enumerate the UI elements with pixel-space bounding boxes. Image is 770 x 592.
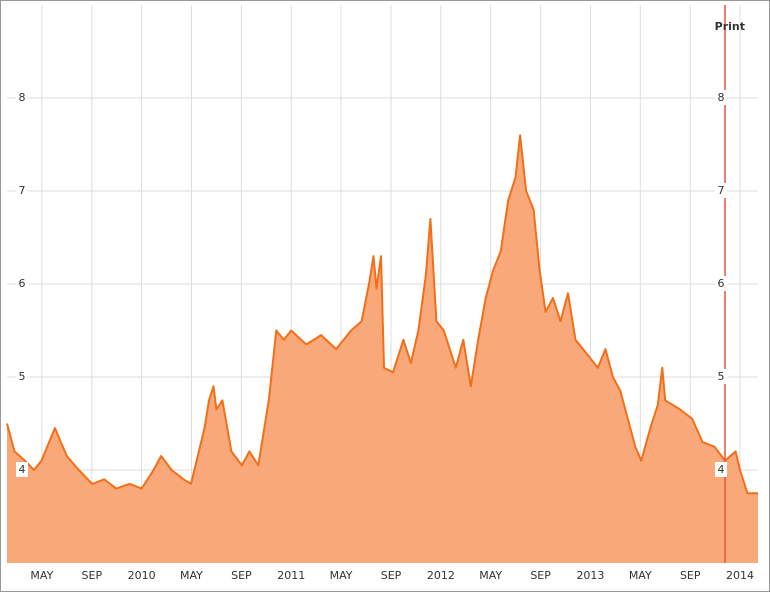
x-tick-label: MAY [479, 569, 502, 582]
x-tick-label: 2012 [427, 569, 455, 582]
x-tick-label: MAY [330, 569, 353, 582]
x-tick-label: MAY [30, 569, 53, 582]
y-tick-bg [16, 369, 28, 384]
y-tick-bg [16, 90, 28, 105]
y-tick-label: 8 [19, 91, 26, 104]
plot [6, 134, 758, 563]
y-tick-label: 7 [19, 184, 26, 197]
x-tick-label: 2013 [576, 569, 604, 582]
y-tick-bg [715, 369, 727, 384]
y-tick-bg [16, 276, 28, 291]
x-tick-label: SEP [231, 569, 252, 582]
y-tick-label: 8 [718, 91, 725, 104]
y-tick-bg [16, 183, 28, 198]
y-tick-bg [715, 462, 727, 477]
y-tick-bg [715, 90, 727, 105]
line [6, 134, 758, 495]
y-tick-label: 5 [19, 370, 26, 383]
y-tick-bg [715, 276, 727, 291]
y-tick-label: 4 [718, 463, 725, 476]
x-tick-label: SEP [381, 569, 402, 582]
x-tick-label: 2014 [726, 569, 754, 582]
y-tick-label: 5 [718, 370, 725, 383]
y-tick-label: 6 [19, 277, 26, 290]
x-tick-label: SEP [82, 569, 103, 582]
x-tick-label: 2010 [128, 569, 156, 582]
labels: MAY SEP 2010 MAY SEP 2011 MAY SEP 2012 MAY SEP 2013… [16, 90, 754, 582]
y-tick-label: 4 [19, 463, 26, 476]
x-tick-label: 2011 [277, 569, 305, 582]
x-tick-label: SEP [530, 569, 551, 582]
y-tick-bg [715, 183, 727, 198]
x-tick-label: MAY [180, 569, 203, 582]
print-button[interactable]: Print [715, 20, 745, 33]
x-tick-label: MAY [629, 569, 652, 582]
y-tick-label: 7 [718, 184, 725, 197]
x-tick-label: SEP [680, 569, 701, 582]
y-tick-label: 6 [718, 277, 725, 290]
y-tick-bg [16, 462, 28, 477]
